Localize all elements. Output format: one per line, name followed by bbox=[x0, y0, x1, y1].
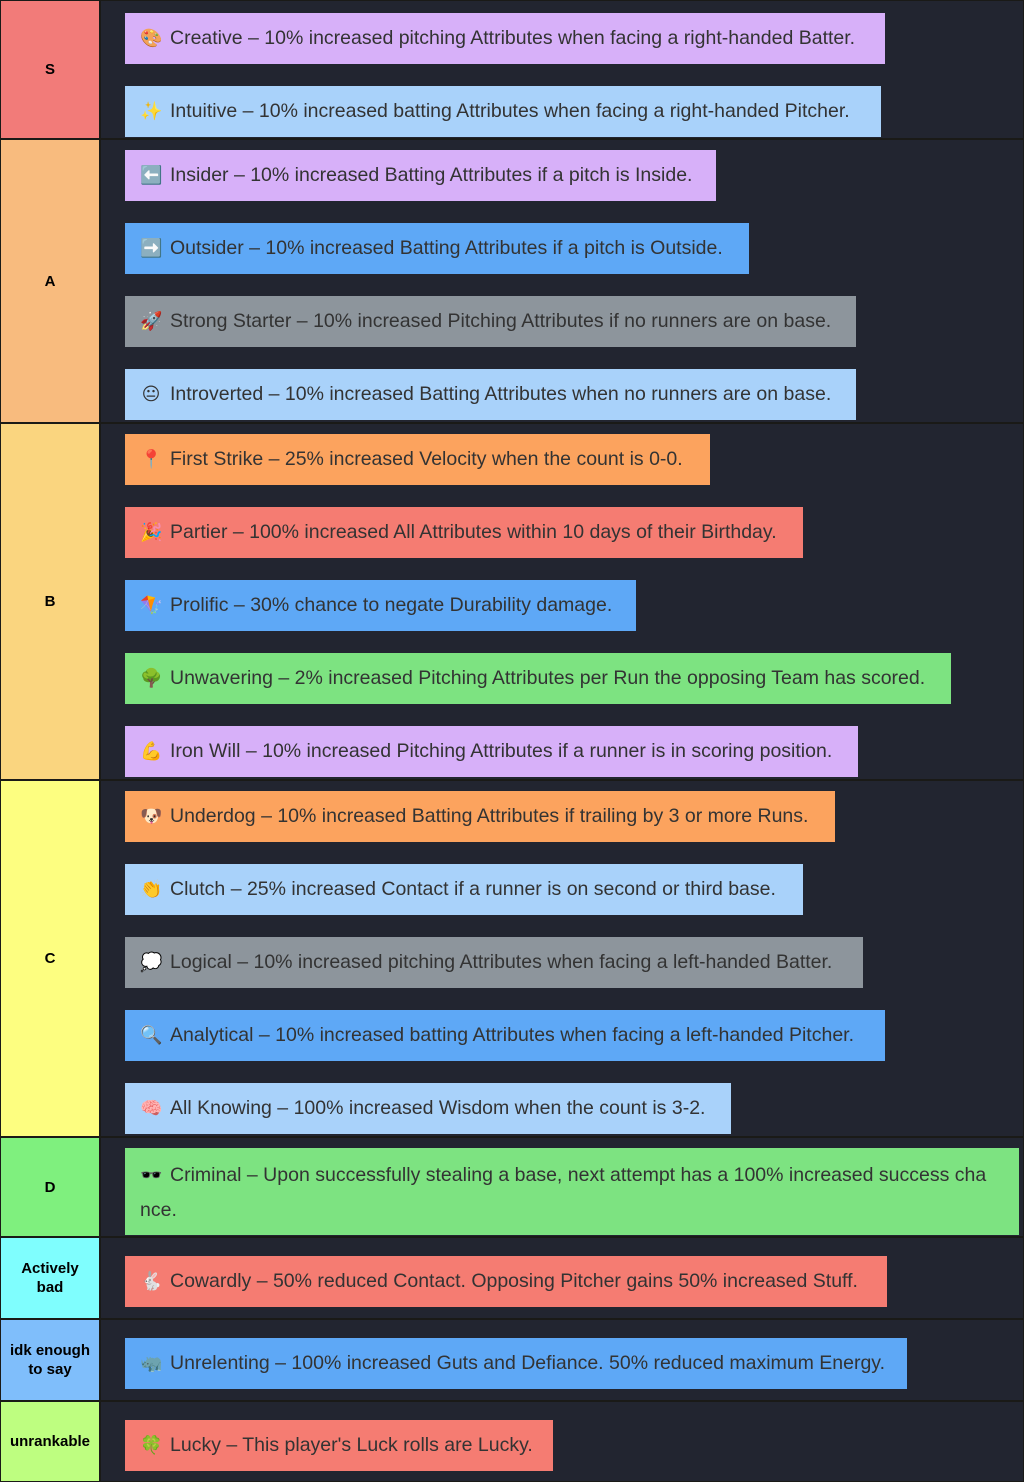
tier-item-text: First Strike – 25% increased Velocity wh… bbox=[170, 448, 683, 470]
tier-row: Actively bad 🐇 Cowardly – 50% reduced Cont… bbox=[0, 1237, 1024, 1319]
tier-item-text: Iron Will – 10% increased Pitching Attri… bbox=[170, 740, 833, 762]
tree-icon: 🌳 bbox=[140, 668, 163, 688]
thought-bubble-icon: 💭 bbox=[140, 952, 163, 972]
tier-items-area: 🍀 Lucky – This player's Luck rolls are Lu… bbox=[101, 1402, 1023, 1481]
tier-item-card[interactable]: 🪁 Prolific – 30% chance to negate Durabil… bbox=[125, 580, 636, 631]
tier-item-text: Criminal – Upon successfully stealing a … bbox=[140, 1164, 987, 1221]
tier-item-card[interactable]: 👏 Clutch – 25% increased Contact if a run… bbox=[125, 864, 803, 915]
tier-item-text: Unwavering – 2% increased Pitching Attri… bbox=[170, 667, 926, 689]
party-popper-icon: 🎉 bbox=[140, 522, 163, 542]
tier-row: A ⬅️ Insider – 10% increased Batting Attri… bbox=[0, 139, 1024, 423]
neutral-face-icon: 😐 bbox=[141, 384, 161, 404]
tier-item-card[interactable]: 🎉 Partier – 100% increased All Attributes… bbox=[125, 507, 803, 558]
tier-item-card[interactable]: 🦏 Unrelenting – 100% increased Guts and D… bbox=[125, 1338, 907, 1389]
tier-item-text: All Knowing – 100% increased Wisdom when… bbox=[170, 1097, 706, 1119]
tier-item-text: Clutch – 25% increased Contact if a runn… bbox=[170, 878, 776, 900]
clover-icon: 🍀 bbox=[140, 1435, 163, 1455]
tier-item-text: Creative – 10% increased pitching Attrib… bbox=[170, 27, 856, 49]
tier-item-text: Underdog – 10% increased Batting Attribu… bbox=[170, 805, 809, 827]
tier-row: S 🎨 Creative – 10% increased pitching Attr… bbox=[0, 0, 1024, 139]
tier-item-card[interactable]: 📍 First Strike – 25% increased Velocity w… bbox=[125, 434, 710, 485]
tier-items-area: ⬅️ Insider – 10% increased Batting Attrib… bbox=[101, 140, 1023, 422]
tier-item-card[interactable]: 🍀 Lucky – This player's Luck rolls are Lu… bbox=[125, 1420, 553, 1471]
tier-items-area: 🦏 Unrelenting – 100% increased Guts and D… bbox=[101, 1320, 1023, 1400]
tier-label: S bbox=[1, 1, 99, 138]
tier-item-card[interactable]: 🐇 Cowardly – 50% reduced Contact. Opposin… bbox=[125, 1256, 887, 1307]
flexed-arm-icon: 💪 bbox=[140, 741, 163, 761]
tier-label: D bbox=[1, 1138, 99, 1236]
tier-item-card[interactable]: 💭 Logical – 10% increased pitching Attrib… bbox=[125, 937, 863, 988]
tier-item-text: Insider – 10% increased Batting Attribut… bbox=[170, 164, 693, 186]
pin-icon: 📍 bbox=[140, 449, 163, 469]
tier-item-text: Logical – 10% increased pitching Attribu… bbox=[170, 951, 833, 973]
dog-face-icon: 🐶 bbox=[140, 806, 163, 826]
palette-icon: 🎨 bbox=[140, 28, 163, 48]
brain-icon: 🧠 bbox=[140, 1098, 163, 1118]
tier-row: D 🕶️ Criminal – Upon successfully stealing… bbox=[0, 1137, 1024, 1237]
tier-item-text: Strong Starter – 10% increased Pitching … bbox=[170, 310, 832, 332]
rocket-icon: 🚀 bbox=[140, 311, 163, 331]
tier-item-card[interactable]: 🔍 Analytical – 10% increased batting Attr… bbox=[125, 1010, 885, 1061]
tier-item-card[interactable]: 🕶️ Criminal – Upon successfully stealing … bbox=[125, 1148, 1019, 1235]
tier-item-text: Intuitive – 10% increased batting Attrib… bbox=[170, 100, 850, 122]
tier-item-card[interactable]: 🧠 All Knowing – 100% increased Wisdom whe… bbox=[125, 1083, 731, 1134]
sparkles-icon: ✨ bbox=[140, 101, 163, 121]
tier-row: idk enough to say 🦏 Unrelenting – 100% inc… bbox=[0, 1319, 1024, 1401]
tier-item-text: Unrelenting – 100% increased Guts and De… bbox=[170, 1352, 886, 1374]
tier-label: C bbox=[1, 781, 99, 1136]
tier-label: Actively bad bbox=[1, 1238, 99, 1318]
kite-icon: 🪁 bbox=[140, 595, 163, 615]
tier-item-card[interactable]: 🌳 Unwavering – 2% increased Pitching Attr… bbox=[125, 653, 951, 704]
tier-item-card[interactable]: 😐 Introverted – 10% increased Batting Att… bbox=[125, 369, 856, 420]
sunglasses-icon: 🕶️ bbox=[140, 1165, 163, 1185]
tier-item-content: 🕶️ Criminal – Upon successfully stealing … bbox=[140, 1158, 1003, 1228]
tier-item-text: Outsider – 10% increased Batting Attribu… bbox=[170, 237, 723, 259]
tier-label: B bbox=[1, 424, 99, 779]
tier-label: unrankable bbox=[1, 1402, 99, 1481]
rhino-icon: 🦏 bbox=[140, 1353, 163, 1373]
tier-row: C 🐶 Underdog – 10% increased Batting Attri… bbox=[0, 780, 1024, 1137]
tier-item-card[interactable]: 🚀 Strong Starter – 10% increased Pitching… bbox=[125, 296, 856, 347]
tier-item-card[interactable]: 🐶 Underdog – 10% increased Batting Attrib… bbox=[125, 791, 835, 842]
tier-item-card[interactable]: ⬅️ Insider – 10% increased Batting Attrib… bbox=[125, 150, 716, 201]
tier-label: idk enough to say bbox=[1, 1320, 99, 1400]
tier-item-text: Partier – 100% increased All Attributes … bbox=[170, 521, 777, 543]
tier-item-card[interactable]: 🎨 Creative – 10% increased pitching Attri… bbox=[125, 13, 885, 64]
right-arrow-icon: ➡️ bbox=[140, 238, 163, 258]
left-arrow-icon: ⬅️ bbox=[140, 165, 163, 185]
tier-item-text: Introverted – 10% increased Batting Attr… bbox=[170, 383, 832, 405]
tier-item-text: Lucky – This player's Luck rolls are Luc… bbox=[170, 1434, 533, 1456]
tier-row: B 📍 First Strike – 25% increased Velocity … bbox=[0, 423, 1024, 780]
tier-item-text: Cowardly – 50% reduced Contact. Opposing… bbox=[170, 1270, 858, 1292]
rabbit-icon: 🐇 bbox=[140, 1271, 163, 1291]
magnifier-icon: 🔍 bbox=[140, 1025, 163, 1045]
tier-item-text: Prolific – 30% chance to negate Durabili… bbox=[170, 594, 613, 616]
tier-items-area: 🐇 Cowardly – 50% reduced Contact. Opposin… bbox=[101, 1238, 1023, 1318]
tier-items-area: 🐶 Underdog – 10% increased Batting Attrib… bbox=[101, 781, 1023, 1136]
tier-row: unrankable 🍀 Lucky – This player's Luck ro… bbox=[0, 1401, 1024, 1482]
tier-items-area: 📍 First Strike – 25% increased Velocity w… bbox=[101, 424, 1023, 779]
tier-items-area: 🎨 Creative – 10% increased pitching Attri… bbox=[101, 1, 1023, 138]
tier-label: A bbox=[1, 140, 99, 422]
tier-item-text: Analytical – 10% increased batting Attri… bbox=[170, 1024, 855, 1046]
tier-item-card[interactable]: ✨ Intuitive – 10% increased batting Attri… bbox=[125, 86, 881, 137]
tier-item-card[interactable]: 💪 Iron Will – 10% increased Pitching Attr… bbox=[125, 726, 858, 777]
clapping-hands-icon: 👏 bbox=[140, 879, 163, 899]
tier-items-area: 🕶️ Criminal – Upon successfully stealing … bbox=[101, 1138, 1023, 1236]
tier-item-card[interactable]: ➡️ Outsider – 10% increased Batting Attri… bbox=[125, 223, 749, 274]
